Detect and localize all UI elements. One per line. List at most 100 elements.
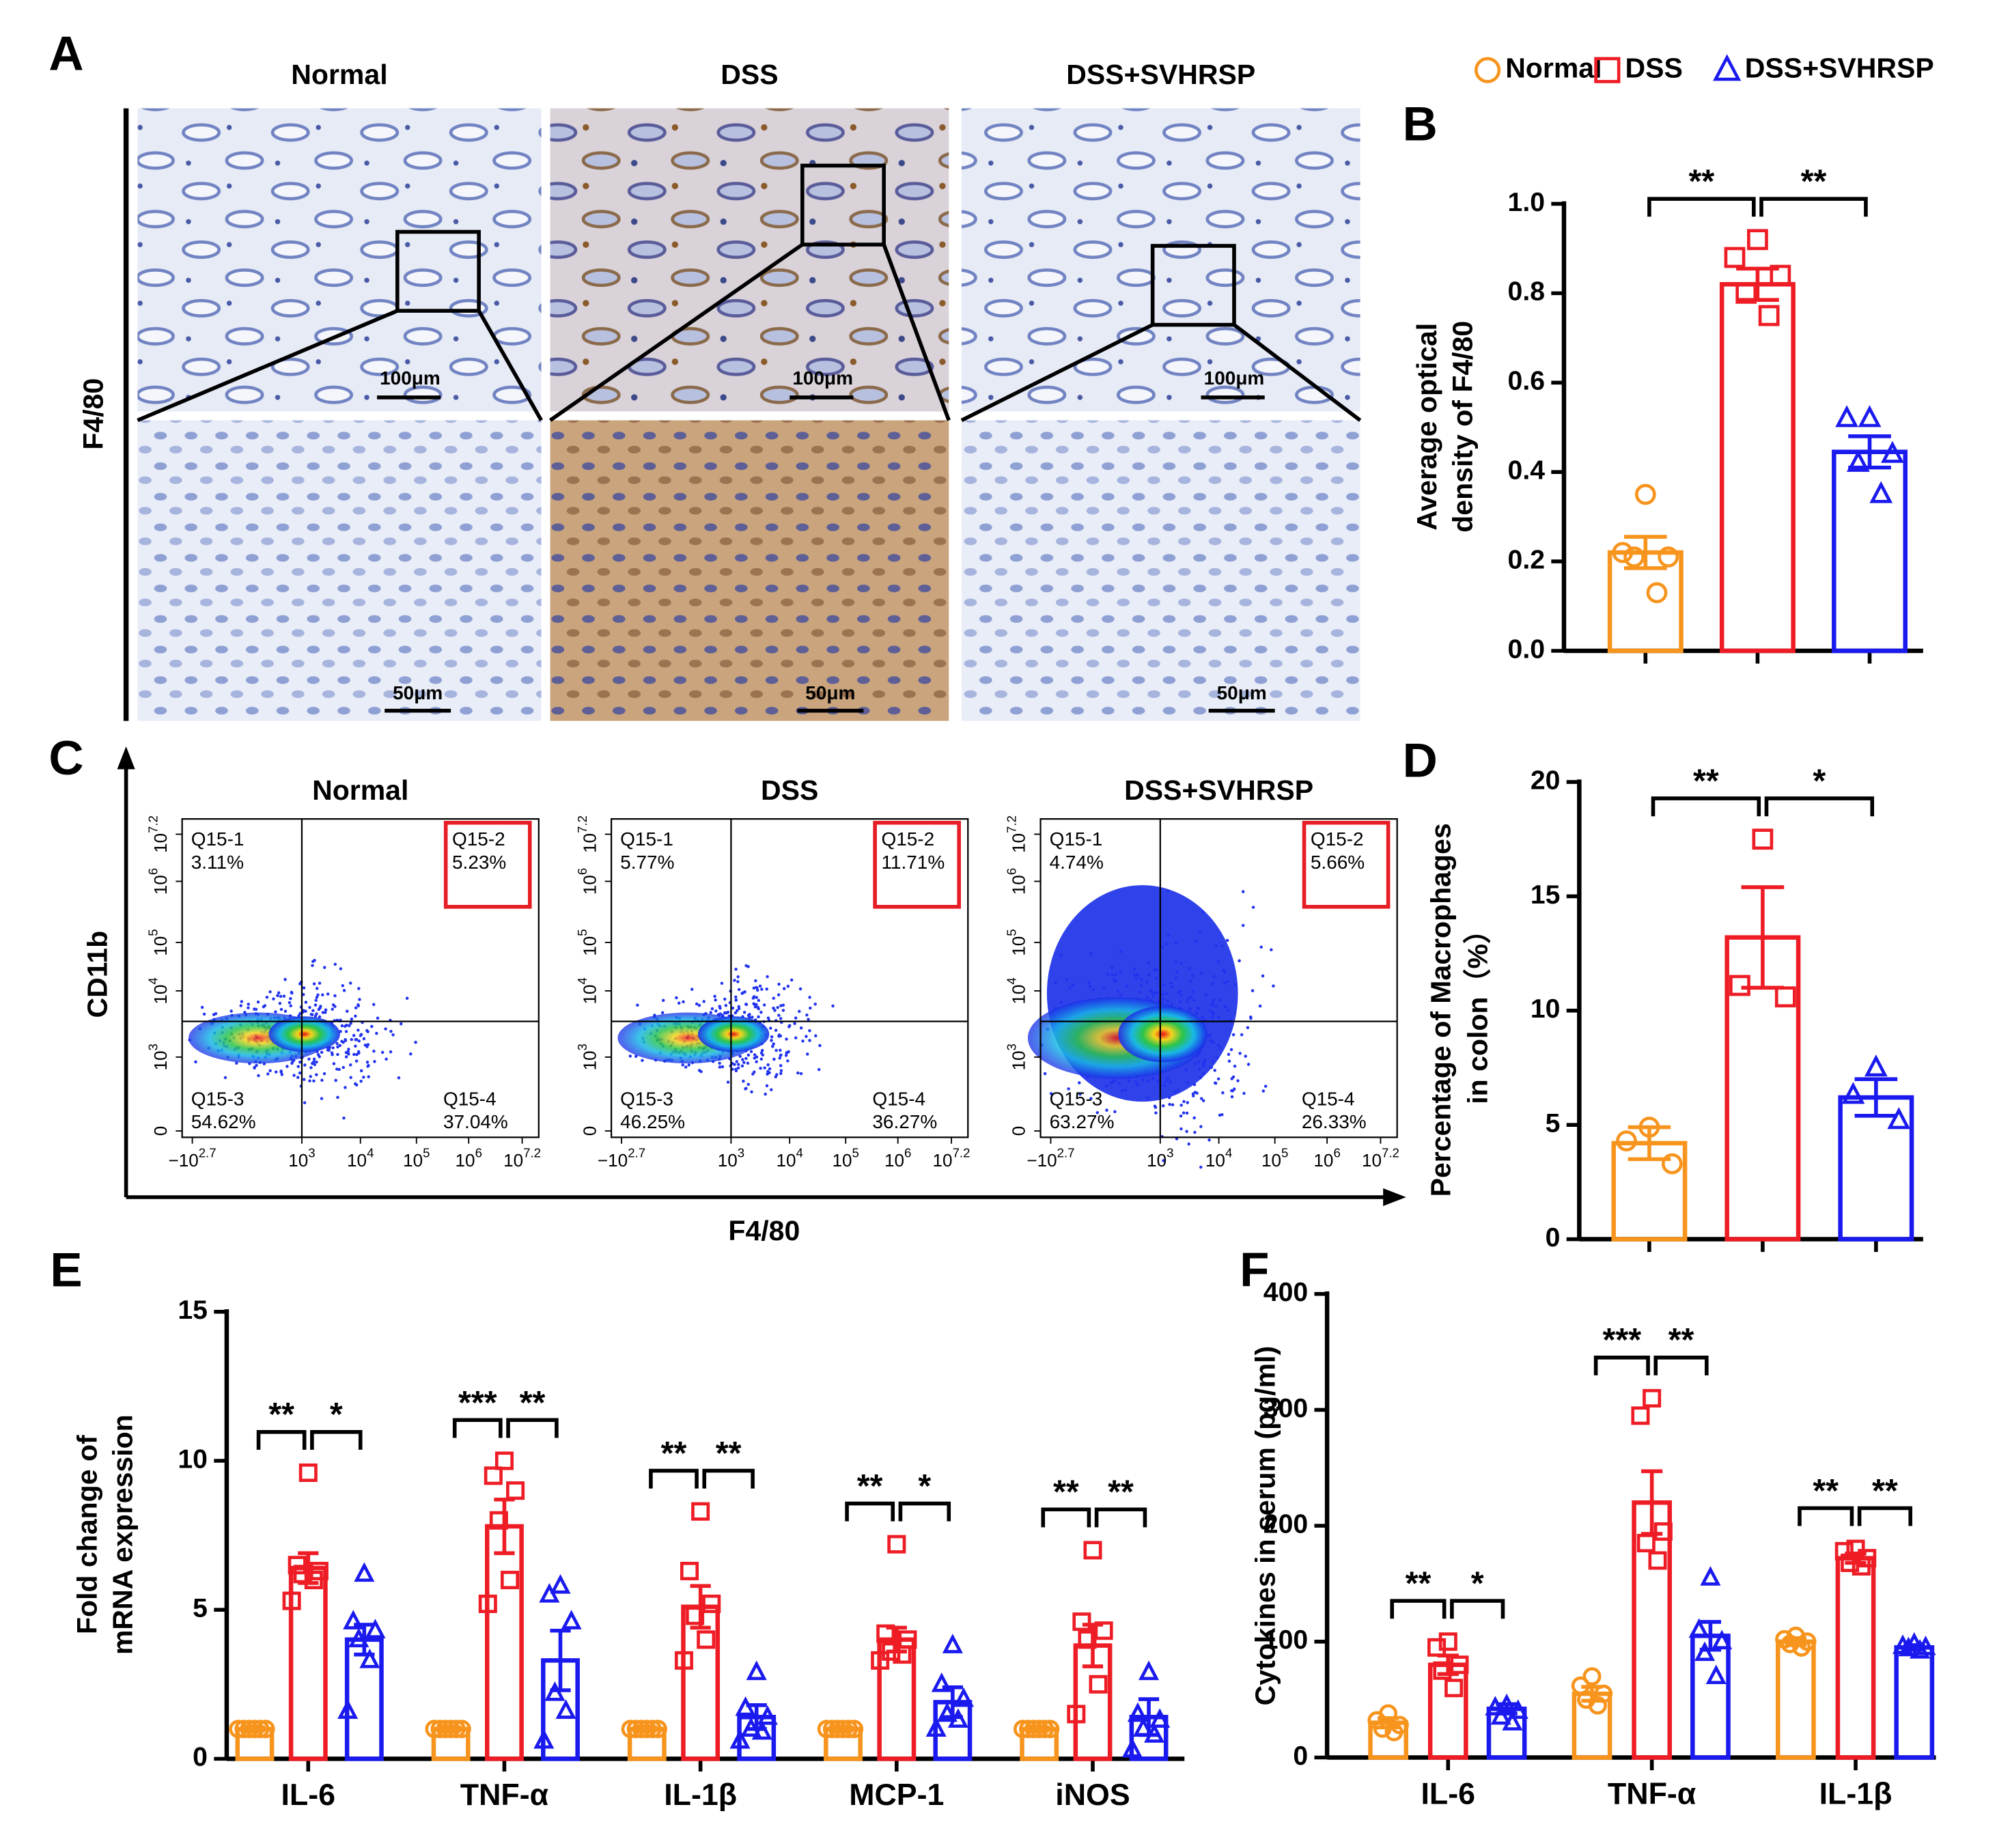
event-dot (1238, 959, 1241, 963)
event-dot (785, 1037, 788, 1041)
event-dot (335, 1041, 339, 1046)
event-dot (307, 1057, 311, 1061)
point (533, 1728, 555, 1749)
event-dot (302, 993, 305, 996)
event-dot (1221, 1091, 1225, 1095)
event-dot (1230, 1095, 1234, 1099)
event-dot (357, 1003, 360, 1007)
y-tick-label: 200 (1263, 1509, 1308, 1539)
event-dot (347, 1048, 350, 1051)
event-dot (1216, 1044, 1220, 1047)
event-dot (1176, 1088, 1180, 1092)
event-dot (794, 1036, 798, 1039)
significance-bracket (1653, 1355, 1709, 1375)
event-dot (1213, 1081, 1217, 1084)
y-tick-label: 0 (1293, 1741, 1308, 1771)
y-tick-label-sup: 4 (146, 977, 160, 984)
density (268, 1016, 340, 1052)
point (1634, 484, 1656, 505)
event-dot (285, 1065, 289, 1068)
event-dot (1210, 1003, 1214, 1007)
event-dot (389, 1050, 393, 1054)
event-dot (1162, 1159, 1165, 1162)
event-dot (1186, 1000, 1189, 1004)
point (1612, 542, 1634, 563)
bar (1835, 1556, 1876, 1760)
event-dot (660, 1011, 665, 1015)
event-dot (1167, 933, 1170, 937)
event-dot (268, 1069, 272, 1073)
event-dot (1170, 1003, 1174, 1006)
event-dot (799, 1072, 803, 1076)
zoom-box (800, 163, 886, 247)
event-dot (1087, 981, 1091, 984)
event-dot (1195, 1011, 1199, 1015)
scale-bar-label: 100μm (1204, 367, 1265, 389)
event-dot (744, 1056, 748, 1061)
significance-label: ** (1668, 1321, 1694, 1358)
event-dot (805, 1013, 809, 1017)
x-tick-label-base: 10 (1205, 1150, 1225, 1171)
event-dot (1166, 1077, 1169, 1080)
event-dot (315, 987, 319, 990)
x-tick-label: IL-6 (281, 1778, 335, 1812)
event-dot (733, 1063, 736, 1066)
event-dot (753, 1070, 756, 1074)
event-dot (292, 1074, 296, 1077)
x-tick-label: iNOS (1055, 1778, 1130, 1812)
point (817, 1720, 836, 1739)
point (506, 1481, 525, 1500)
point (544, 1681, 565, 1701)
event-dot (282, 994, 286, 998)
x-tick-label-base: 10 (1261, 1150, 1281, 1171)
event-dot (1095, 1111, 1100, 1115)
event-dot (1109, 1081, 1113, 1084)
event-dot (790, 978, 794, 982)
significance-label: *** (1603, 1321, 1642, 1358)
point (425, 1720, 444, 1739)
event-dot (309, 1066, 313, 1069)
density (1118, 1006, 1207, 1063)
event-dot (1209, 1039, 1213, 1043)
event-dot (755, 986, 759, 990)
event-dot (1160, 945, 1164, 949)
event-dot (326, 992, 330, 996)
event-dot (682, 1000, 685, 1004)
event-dot (255, 1063, 258, 1067)
point (1083, 1541, 1102, 1560)
event-dot (759, 1057, 764, 1061)
event-dot (1251, 989, 1255, 992)
point (1774, 986, 1796, 1008)
event-dot (316, 1053, 320, 1056)
event-dot (1198, 930, 1201, 934)
event-dot (757, 1015, 760, 1019)
event-dot (283, 1009, 288, 1013)
event-dot (779, 1072, 783, 1076)
event-dot (1191, 990, 1195, 994)
event-dot (1065, 977, 1069, 981)
event-dot (724, 1004, 728, 1007)
event-dot (755, 1003, 758, 1007)
x-tick-label: −102.7 (598, 1146, 645, 1171)
event-dot (726, 1010, 730, 1014)
y-tick-label: 103 (146, 1044, 171, 1070)
y-tick-label: 10 (178, 1444, 208, 1474)
point (343, 1610, 364, 1629)
event-dot (697, 1003, 701, 1007)
y-tick-label: 300 (1263, 1394, 1308, 1423)
event-dot (1272, 984, 1275, 988)
point (1792, 1638, 1811, 1657)
event-dot (1153, 1104, 1157, 1108)
event-dot (1182, 1100, 1186, 1104)
point (1638, 1117, 1660, 1138)
event-dot (1212, 975, 1216, 979)
event-dot (365, 1061, 369, 1064)
event-dot (385, 1057, 388, 1061)
scale-bar-label: 50μm (805, 682, 855, 703)
event-dot (1220, 944, 1224, 948)
point (751, 1720, 772, 1740)
event-dot (316, 993, 320, 997)
event-dot (389, 1029, 393, 1033)
event-dot (799, 1026, 803, 1030)
event-dot (414, 1041, 417, 1044)
